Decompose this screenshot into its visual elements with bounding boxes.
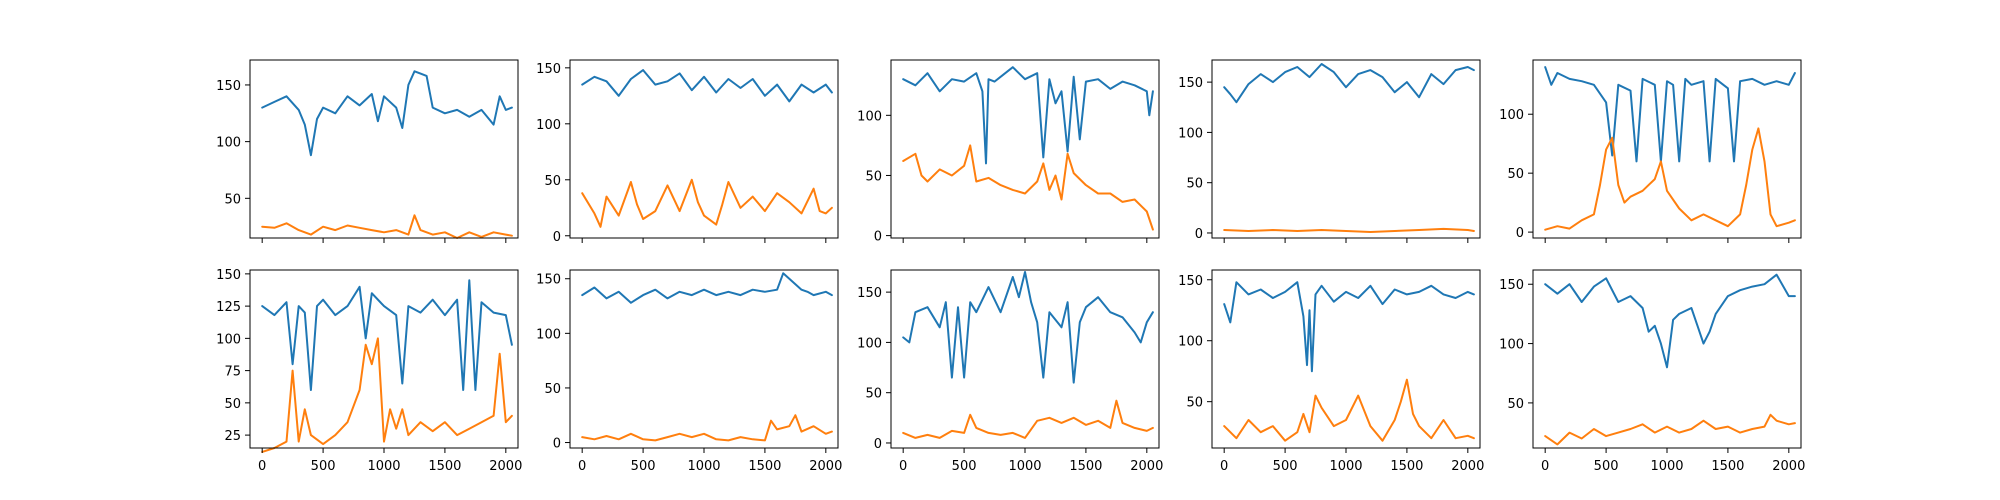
y-tick-label: 150	[1499, 278, 1524, 293]
y-tick-label: 0	[553, 437, 561, 452]
y-tick-label: 50	[1186, 177, 1203, 192]
y-tick-label: 150	[1178, 76, 1203, 91]
x-tick-label: 2000	[489, 459, 522, 474]
y-tick-label: 50	[544, 174, 561, 189]
y-tick-label: 100	[1499, 338, 1524, 353]
y-tick-label: 100	[857, 109, 882, 124]
y-tick-label: 150	[536, 62, 561, 77]
x-tick-label: 500	[311, 459, 336, 474]
y-tick-label: 50	[1186, 396, 1203, 411]
series-2-line	[261, 337, 513, 453]
series-1-line	[1223, 63, 1475, 104]
x-tick-label: 1500	[1069, 459, 1102, 474]
subplot-3: 0 50 100	[857, 59, 1160, 245]
y-tick-label: 75	[224, 365, 241, 380]
x-tick-label: 500	[952, 459, 977, 474]
subplot-4: 0 50 100 150	[1178, 59, 1481, 243]
y-tick-label: 50	[224, 397, 241, 412]
x-tick-label: 2000	[1130, 459, 1163, 474]
series-2-line	[902, 144, 1154, 231]
y-tick-label: 50	[1507, 397, 1524, 412]
y-tick-label: 0	[874, 437, 882, 452]
subplot-2: 0 50 100 150	[536, 59, 839, 245]
series-1-line	[1544, 66, 1796, 163]
x-tick-label: 1000	[687, 459, 720, 474]
x-tick-label: 0	[1220, 459, 1228, 474]
y-tick-label: 150	[1178, 274, 1203, 289]
y-tick-label: 0	[553, 230, 561, 245]
y-tick-label: 50	[1507, 167, 1524, 182]
subplot-5: 0 50 100	[1499, 59, 1802, 243]
series-2-line	[1223, 378, 1475, 442]
y-tick-label: 50	[224, 192, 241, 207]
x-tick-label: 0	[578, 459, 586, 474]
series-1-line	[261, 70, 513, 157]
y-tick-label: 0	[874, 230, 882, 245]
series-2-line	[1223, 227, 1475, 233]
y-tick-label: 100	[1499, 108, 1524, 123]
y-tick-label: 25	[224, 429, 241, 444]
x-tick-label: 0	[1541, 459, 1549, 474]
y-tick-label: 50	[865, 387, 882, 402]
x-tick-label: 2000	[1772, 459, 1805, 474]
x-tick-label: 2000	[809, 459, 842, 474]
y-tick-label: 100	[536, 327, 561, 342]
x-tick-label: 1500	[748, 459, 781, 474]
x-tick-label: 1000	[1650, 459, 1683, 474]
y-tick-label: 50	[865, 169, 882, 184]
y-tick-label: 100	[216, 136, 241, 151]
y-tick-label: 100	[1178, 335, 1203, 350]
series-1-line	[261, 279, 513, 391]
x-tick-label: 500	[1594, 459, 1619, 474]
y-tick-label: 125	[216, 300, 241, 315]
y-tick-label: 100	[1178, 126, 1203, 141]
series-1-line	[581, 69, 833, 103]
y-tick-label: 150	[857, 286, 882, 301]
x-tick-label: 1000	[1008, 459, 1041, 474]
subplot-1: 50 100 150	[216, 59, 519, 243]
x-tick-label: 2000	[1451, 459, 1484, 474]
y-tick-label: 100	[857, 336, 882, 351]
y-tick-label: 150	[216, 79, 241, 94]
series-1-line	[902, 66, 1154, 165]
series-2-line	[902, 399, 1154, 439]
x-tick-label: 500	[1273, 459, 1298, 474]
series-2-line	[261, 214, 513, 239]
x-tick-label: 1500	[428, 459, 461, 474]
x-tick-label: 0	[258, 459, 266, 474]
y-tick-label: 50	[544, 382, 561, 397]
series-2-line	[1544, 127, 1796, 231]
series-1-line	[581, 272, 833, 304]
x-tick-label: 500	[631, 459, 656, 474]
series-1-line	[1544, 273, 1796, 369]
x-tick-label: 1500	[1711, 459, 1744, 474]
x-tick-label: 1000	[1329, 459, 1362, 474]
y-tick-label: 150	[536, 273, 561, 288]
x-tick-label: 0	[899, 459, 907, 474]
series-2-line	[1544, 413, 1796, 446]
y-tick-label: 100	[536, 118, 561, 133]
series-1-line	[902, 271, 1154, 384]
y-tick-label: 100	[216, 332, 241, 347]
y-tick-label: 0	[1516, 226, 1524, 241]
y-tick-label: 0	[1195, 227, 1203, 242]
series-1-line	[1223, 281, 1475, 373]
x-tick-label: 1500	[1390, 459, 1423, 474]
x-tick-label: 1000	[367, 459, 400, 474]
y-tick-label: 150	[216, 268, 241, 283]
series-2-line	[581, 178, 833, 228]
series-2-line	[581, 414, 833, 442]
